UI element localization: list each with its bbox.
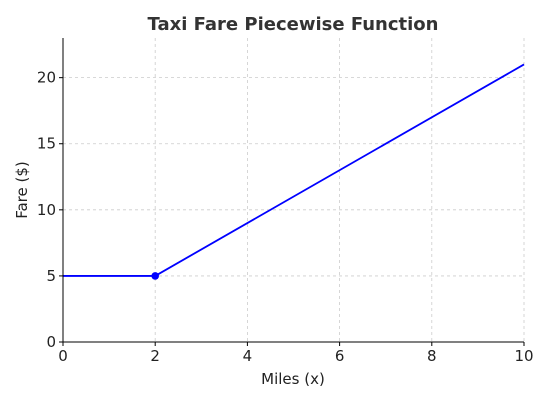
series-layer <box>63 63 525 280</box>
data-point-marker <box>151 272 159 280</box>
grid <box>62 38 525 343</box>
y-tick-label: 20 <box>37 69 56 87</box>
y-axis-label: Fare ($) <box>13 161 31 219</box>
y-tick-label: 0 <box>46 333 56 351</box>
x-tick-label: 4 <box>243 347 253 365</box>
axes <box>62 38 524 343</box>
x-tick-label: 10 <box>514 347 533 365</box>
x-tick-label: 8 <box>427 347 437 365</box>
y-tick-label: 10 <box>37 201 56 219</box>
y-tick-label: 5 <box>46 267 56 285</box>
ticks: 0 2 4 6 8 10 0 5 10 15 20 <box>37 69 534 365</box>
fare-line <box>63 63 525 277</box>
x-tick-label: 6 <box>335 347 345 365</box>
chart-title: Taxi Fare Piecewise Function <box>148 14 439 35</box>
x-axis-label: Miles (x) <box>261 370 325 388</box>
x-tick-label: 0 <box>58 347 68 365</box>
x-tick-label: 2 <box>150 347 160 365</box>
y-tick-label: 15 <box>37 135 56 153</box>
